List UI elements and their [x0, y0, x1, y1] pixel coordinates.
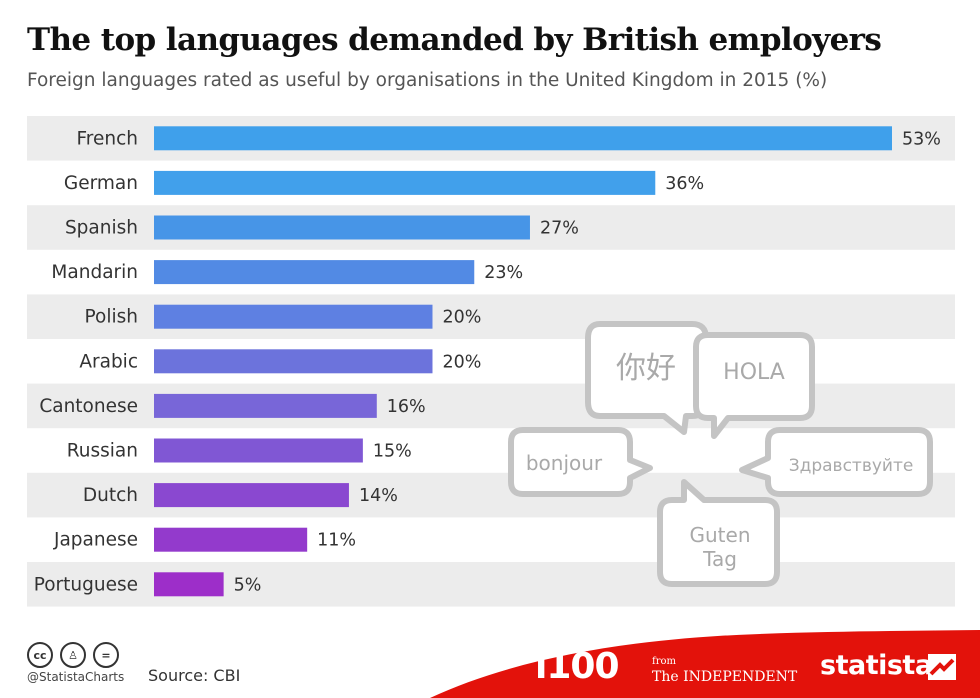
value-label-japanese: 11% [317, 531, 356, 551]
value-label-portuguese: 5% [234, 575, 262, 595]
speech-bubble-spanish [693, 332, 815, 439]
speech-bubbles-illustration: 你好 HOLA bonjour Здравствуйте Guten Tag [508, 321, 933, 587]
chart-title: The top languages demanded by British em… [27, 22, 882, 58]
category-label-japanese: Japanese [53, 530, 138, 551]
category-label-spanish: Spanish [65, 218, 138, 239]
source-label: Source: CBI [148, 666, 241, 685]
category-label-cantonese: Cantonese [39, 396, 138, 417]
bubble-text-russian: Здравствуйте [789, 456, 914, 476]
bubble-text-german-2: Tag [702, 547, 737, 571]
category-label-portuguese: Portuguese [34, 574, 138, 595]
speech-bubble-mandarin [585, 321, 709, 435]
statista-handle: @StatistaCharts [27, 670, 125, 684]
footer: cc ♙ = @StatistaCharts Source: CBI i100 … [0, 620, 980, 698]
category-label-mandarin: Mandarin [51, 262, 138, 283]
bar-cantonese [154, 393, 377, 418]
no-derivatives-icon: = [93, 642, 119, 668]
from-label: from [652, 656, 676, 667]
the-independent-logo: The INDEPENDENT [652, 669, 798, 685]
bar-mandarin [154, 260, 475, 285]
value-label-german: 36% [665, 174, 704, 194]
bubble-text-french: bonjour [526, 451, 603, 475]
speech-bubble-russian [739, 427, 933, 497]
value-label-mandarin: 23% [484, 263, 523, 283]
bar-portuguese [154, 572, 224, 597]
bar-chart: French 53% German 36% Spanish 27% Mandarin 23% P… [27, 116, 955, 607]
category-label-french: French [77, 128, 139, 149]
statista-mark-icon [928, 654, 956, 680]
category-label-russian: Russian [67, 441, 138, 462]
speech-bubble-german [657, 479, 780, 587]
bubble-text-german-1: Guten [690, 523, 751, 547]
category-label-polish: Polish [85, 307, 138, 328]
bar-german [154, 170, 656, 195]
bar-spanish [154, 215, 530, 240]
value-label-arabic: 20% [442, 352, 481, 372]
bar-french [154, 126, 892, 151]
cc-icon: cc [27, 642, 53, 668]
category-label-arabic: Arabic [79, 351, 138, 372]
value-label-french: 53% [902, 129, 941, 149]
value-label-dutch: 14% [359, 486, 398, 506]
bar-russian [154, 438, 363, 463]
bubble-text-mandarin: 你好 [616, 351, 676, 386]
bar-polish [154, 304, 433, 329]
i100-logo: i100 [535, 646, 619, 687]
category-label-dutch: Dutch [83, 485, 138, 506]
value-label-russian: 15% [373, 442, 412, 462]
bubble-text-spanish: HOLA [723, 360, 785, 385]
footer-red-band [430, 630, 980, 698]
category-label-german: German [64, 173, 138, 194]
bar-dutch [154, 483, 349, 508]
bar-arabic [154, 349, 433, 374]
bar-japanese [154, 527, 308, 552]
value-label-spanish: 27% [540, 219, 579, 239]
value-label-polish: 20% [442, 308, 481, 328]
value-label-cantonese: 16% [387, 397, 426, 417]
chart-subtitle: Foreign languages rated as useful by org… [27, 70, 828, 91]
attribution-icon: ♙ [60, 642, 86, 668]
speech-bubble-french [508, 427, 653, 497]
statista-logo: statista [820, 650, 933, 681]
